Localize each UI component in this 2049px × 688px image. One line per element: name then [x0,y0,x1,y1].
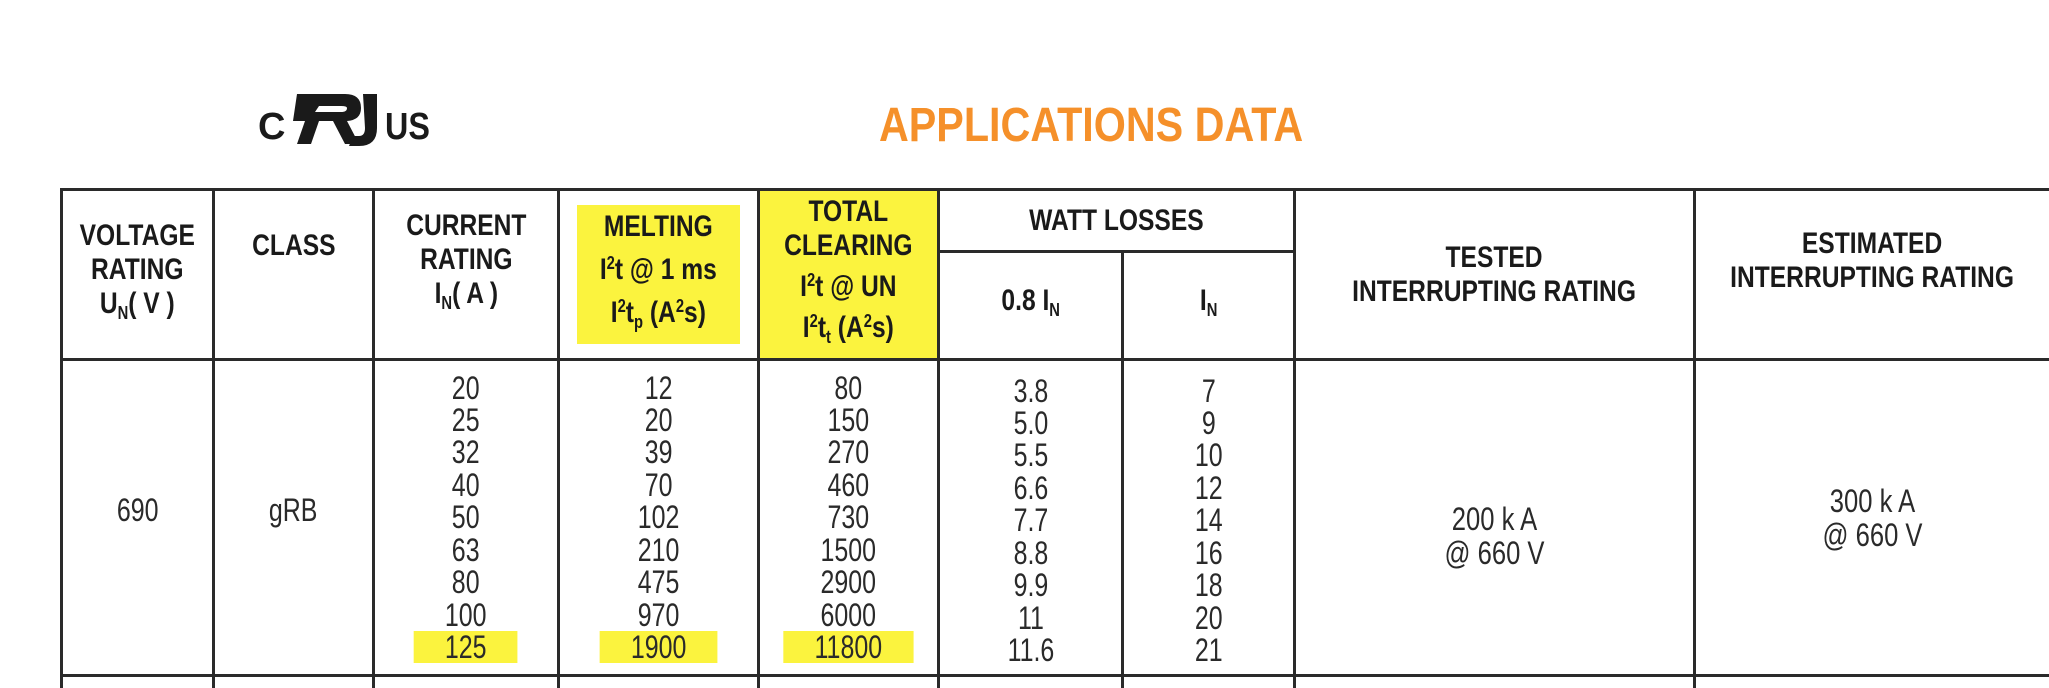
list-item: 100 [445,596,487,633]
list-item: 21 [1194,631,1223,668]
list-item: 18 [1194,567,1223,604]
watt-losses-08-list: 3.8 5.0 5.5 6.6 7.7 8.8 9.9 11 11.6 [1007,369,1054,667]
list-item: 14 [1194,502,1223,539]
cell-melting: 12 20 39 70 102 210 475 970 1900 [557,358,760,677]
current-ratings-list: 20 25 32 40 50 63 80 100 125 [413,369,519,664]
ur-recognized-component-icon [293,94,378,146]
list-item: 9 [1201,405,1216,442]
list-item: 460 [827,466,870,503]
header-melting: MELTING I2t @ 1 ms I2tp (A2s) [557,188,760,361]
list-item: 10 [1194,437,1223,474]
list-item: 730 [827,499,870,536]
list-item: 70 [644,466,673,503]
list-item: 8.8 [1013,534,1048,571]
list-item: 11.6 [1007,631,1054,668]
list-item: 270 [827,434,870,471]
cul-us-certification-mark: C US [258,88,438,148]
cell-current-ratings: 20 25 32 40 50 63 80 100 125 [372,358,560,677]
list-item: 210 [637,531,680,568]
list-item: 150 [827,402,870,439]
header-voltage-rating: VOLTAGE RATING UN( V ) [60,188,215,361]
header-watt-losses: WATT LOSSES [936,188,1297,253]
list-item: 39 [644,434,673,471]
list-item: 5.5 [1013,437,1048,474]
list-item: 11 [1017,599,1044,636]
header-class: CLASS [212,188,375,361]
list-item: 20 [644,402,673,439]
list-item: 2900 [820,564,877,601]
list-item: 32 [452,434,480,471]
header-watt-losses-08in: 0.8 IN [937,250,1124,361]
list-item: 7 [1201,372,1216,409]
melting-list: 12 20 39 70 102 210 475 970 1900 [599,369,718,664]
list-item: 20 [452,369,480,406]
highlighted-list-item: 125 [413,631,519,664]
list-item: 16 [1194,534,1223,571]
list-item: 7.7 [1013,502,1048,539]
page-title: APPLICATIONS DATA [878,99,1304,152]
list-item: 1500 [820,531,877,568]
list-item: 9.9 [1013,567,1048,604]
cell-estimated-rating: 300 k A @ 660 V [1693,358,2049,677]
header-estimated-interrupting-rating: ESTIMATED INTERRUPTING RATING [1693,188,2049,361]
cell-tested-rating: 200 k A @ 660 V [1293,358,1697,677]
applications-data-table: VOLTAGE RATING UN( V ) CLASS CURRENT RAT… [60,188,2049,688]
cert-left-text: C [258,106,286,148]
header-tested-interrupting-rating: TESTED INTERRUPTING RATING [1293,188,1697,361]
list-item: 80 [834,369,863,406]
header-current-rating: CURRENT RATING IN( A ) [372,188,560,361]
applications-table-wrapper: VOLTAGE RATING UN( V ) CLASS CURRENT RAT… [60,188,2049,688]
total-clearing-highlight: TOTAL CLEARING I2t @ UN I2tt (A2s) [760,191,937,358]
list-item: 102 [637,499,680,536]
melting-highlight: MELTING I2t @ 1 ms I2tp (A2s) [577,205,740,344]
list-item: 970 [637,596,680,633]
list-item: 475 [637,564,680,601]
table-row: 690 gRB 20 25 32 40 50 63 80 100 125 12 20 39 70 102… [60,358,2049,677]
watt-losses-full-list: 7 9 10 12 14 16 18 20 21 [1195,369,1223,667]
list-item: 3.8 [1013,372,1048,409]
list-item: 80 [452,564,480,601]
list-item: 12 [644,369,673,406]
table-row-next-partial [60,674,2049,688]
list-item: 12 [1194,469,1223,506]
list-item: 6.6 [1013,469,1048,506]
list-item: 5.0 [1013,405,1048,442]
cell-class: gRB [212,358,375,677]
cert-right-text: US [385,106,431,148]
highlighted-list-item: 11800 [783,631,914,664]
cell-voltage: 690 [60,358,215,677]
cell-watt-losses-in: 7 9 10 12 14 16 18 20 21 [1120,358,1297,677]
cell-total-clearing: 80 150 270 460 730 1500 2900 6000 11800 [757,358,940,677]
list-item: 20 [1194,599,1223,636]
header-total-clearing: TOTAL CLEARING I2t @ UN I2tt (A2s) [757,188,940,361]
list-item: 63 [452,531,480,568]
highlighted-list-item: 1900 [599,631,718,664]
total-clearing-list: 80 150 270 460 730 1500 2900 6000 11800 [783,369,914,664]
list-item: 6000 [820,596,877,633]
cell-watt-losses-08in: 3.8 5.0 5.5 6.6 7.7 8.8 9.9 11 11.6 [937,358,1124,677]
list-item: 40 [452,466,480,503]
list-item: 25 [452,402,480,439]
header-watt-losses-in: IN [1120,250,1297,361]
list-item: 50 [452,499,480,536]
